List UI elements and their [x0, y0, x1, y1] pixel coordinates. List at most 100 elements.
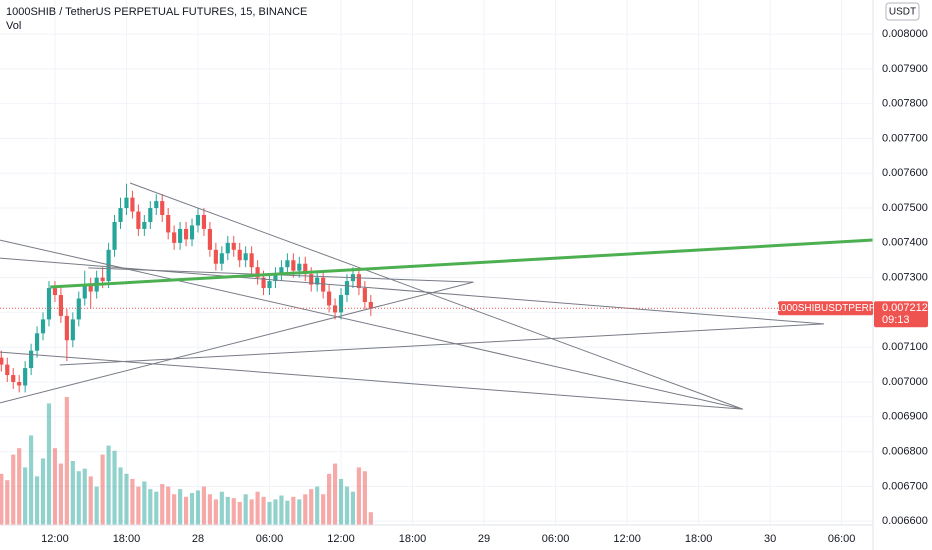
candle-body [124, 197, 129, 209]
volume-bar [23, 467, 28, 525]
volume-bar [243, 494, 248, 525]
candle-body [34, 333, 40, 351]
candle-body [315, 277, 320, 285]
chart-title: 1000SHIB / TetherUS PERPETUAL FUTURES, 1… [6, 6, 307, 18]
candle-body [0, 357, 4, 365]
y-tick-label: 0.007700 [882, 132, 928, 144]
volume-bar [303, 494, 308, 525]
candle-body [76, 298, 81, 320]
y-tick-label: 0.007100 [882, 341, 928, 353]
x-tick-label: 06:00 [256, 533, 284, 545]
x-tick-label: 06:00 [828, 533, 856, 545]
volume-bar [362, 471, 367, 525]
volume-bar [0, 473, 4, 525]
y-tick-label: 0.006600 [882, 515, 928, 527]
candle-body [148, 208, 153, 222]
volume-bar [231, 498, 236, 525]
currency-button[interactable] [885, 2, 920, 21]
candle-body [64, 315, 69, 341]
volume-bar [356, 467, 361, 525]
candle-body [291, 260, 296, 271]
candle-body [338, 295, 344, 313]
candle-body [231, 242, 236, 250]
volume-bar [34, 476, 40, 525]
y-tick-label: 0.007000 [882, 376, 928, 388]
candle-body [327, 291, 332, 306]
volume-pane [0, 397, 373, 525]
candle-body [255, 267, 260, 278]
volume-bar [106, 445, 111, 525]
candle-body [166, 215, 171, 233]
y-tick-label: 0.008000 [882, 28, 928, 40]
x-tick-label: 12:00 [327, 533, 355, 545]
candle-body [106, 249, 111, 282]
candle-body [249, 253, 254, 268]
volume-bar [148, 489, 153, 525]
volume-bar [225, 496, 230, 525]
x-tick-label: 18:00 [399, 533, 427, 545]
volume-bar [88, 476, 93, 525]
candle-body [23, 368, 28, 386]
price-label-box [874, 301, 928, 328]
volume-bar [285, 500, 290, 525]
candle-body [82, 284, 87, 299]
volume-bar [172, 494, 177, 525]
candles [0, 183, 373, 393]
x-tick-label: 28 [192, 533, 204, 545]
trend-line [59, 323, 824, 366]
candle-body [285, 260, 290, 268]
candle-body [11, 375, 16, 383]
countdown-label: 09:13 [882, 314, 910, 326]
trend-line [129, 182, 743, 410]
candle-body [309, 274, 314, 285]
candle-body [356, 274, 361, 289]
candle-body [136, 211, 141, 229]
volume-bar [291, 496, 296, 525]
candle-body [261, 277, 266, 289]
y-tick-label: 0.007800 [882, 98, 928, 110]
volume-bar [189, 493, 195, 525]
x-tick-label: 18:00 [113, 533, 141, 545]
volume-bar [76, 471, 81, 525]
candle-body [142, 221, 147, 229]
volume-bar [130, 478, 135, 525]
candle-body [46, 288, 52, 320]
volume-bar [160, 484, 165, 525]
volume-bar [136, 486, 141, 525]
volume-bar [338, 478, 344, 525]
axes: 0.006600 0.006700 0.006800 0.006900 0.007000… [41, 28, 928, 545]
trend-line [0, 281, 474, 404]
candle-body [17, 382, 22, 386]
x-tick-label: 18:00 [685, 533, 713, 545]
volume-bar [100, 454, 105, 525]
candle-body [112, 221, 117, 250]
symbol-label: 1000SHIBUSDTPERP [775, 303, 875, 314]
volume-bar [46, 403, 52, 525]
volume-bar [309, 489, 314, 525]
volume-label: Vol [6, 20, 21, 32]
candle-body [100, 277, 105, 282]
symbol-label-box [778, 301, 873, 316]
volume-bar [58, 463, 63, 525]
candle-body [303, 263, 308, 275]
volume-bar [118, 467, 123, 525]
volume-bar [344, 486, 350, 525]
volume-bar [213, 499, 218, 525]
candle-body [130, 197, 135, 212]
candle-body [201, 215, 207, 229]
candle-body [213, 249, 218, 264]
candle-body [195, 215, 201, 226]
volume-bar [52, 448, 58, 525]
drawings [0, 182, 873, 410]
candle-body [52, 288, 58, 296]
volume-bar [237, 501, 242, 525]
candle-body [160, 201, 165, 216]
volume-bar [315, 486, 320, 525]
trend-line [0, 257, 824, 325]
y-tick-label: 0.007500 [882, 202, 928, 214]
volume-bar [166, 486, 171, 525]
currency-label[interactable]: USDT [889, 7, 916, 18]
